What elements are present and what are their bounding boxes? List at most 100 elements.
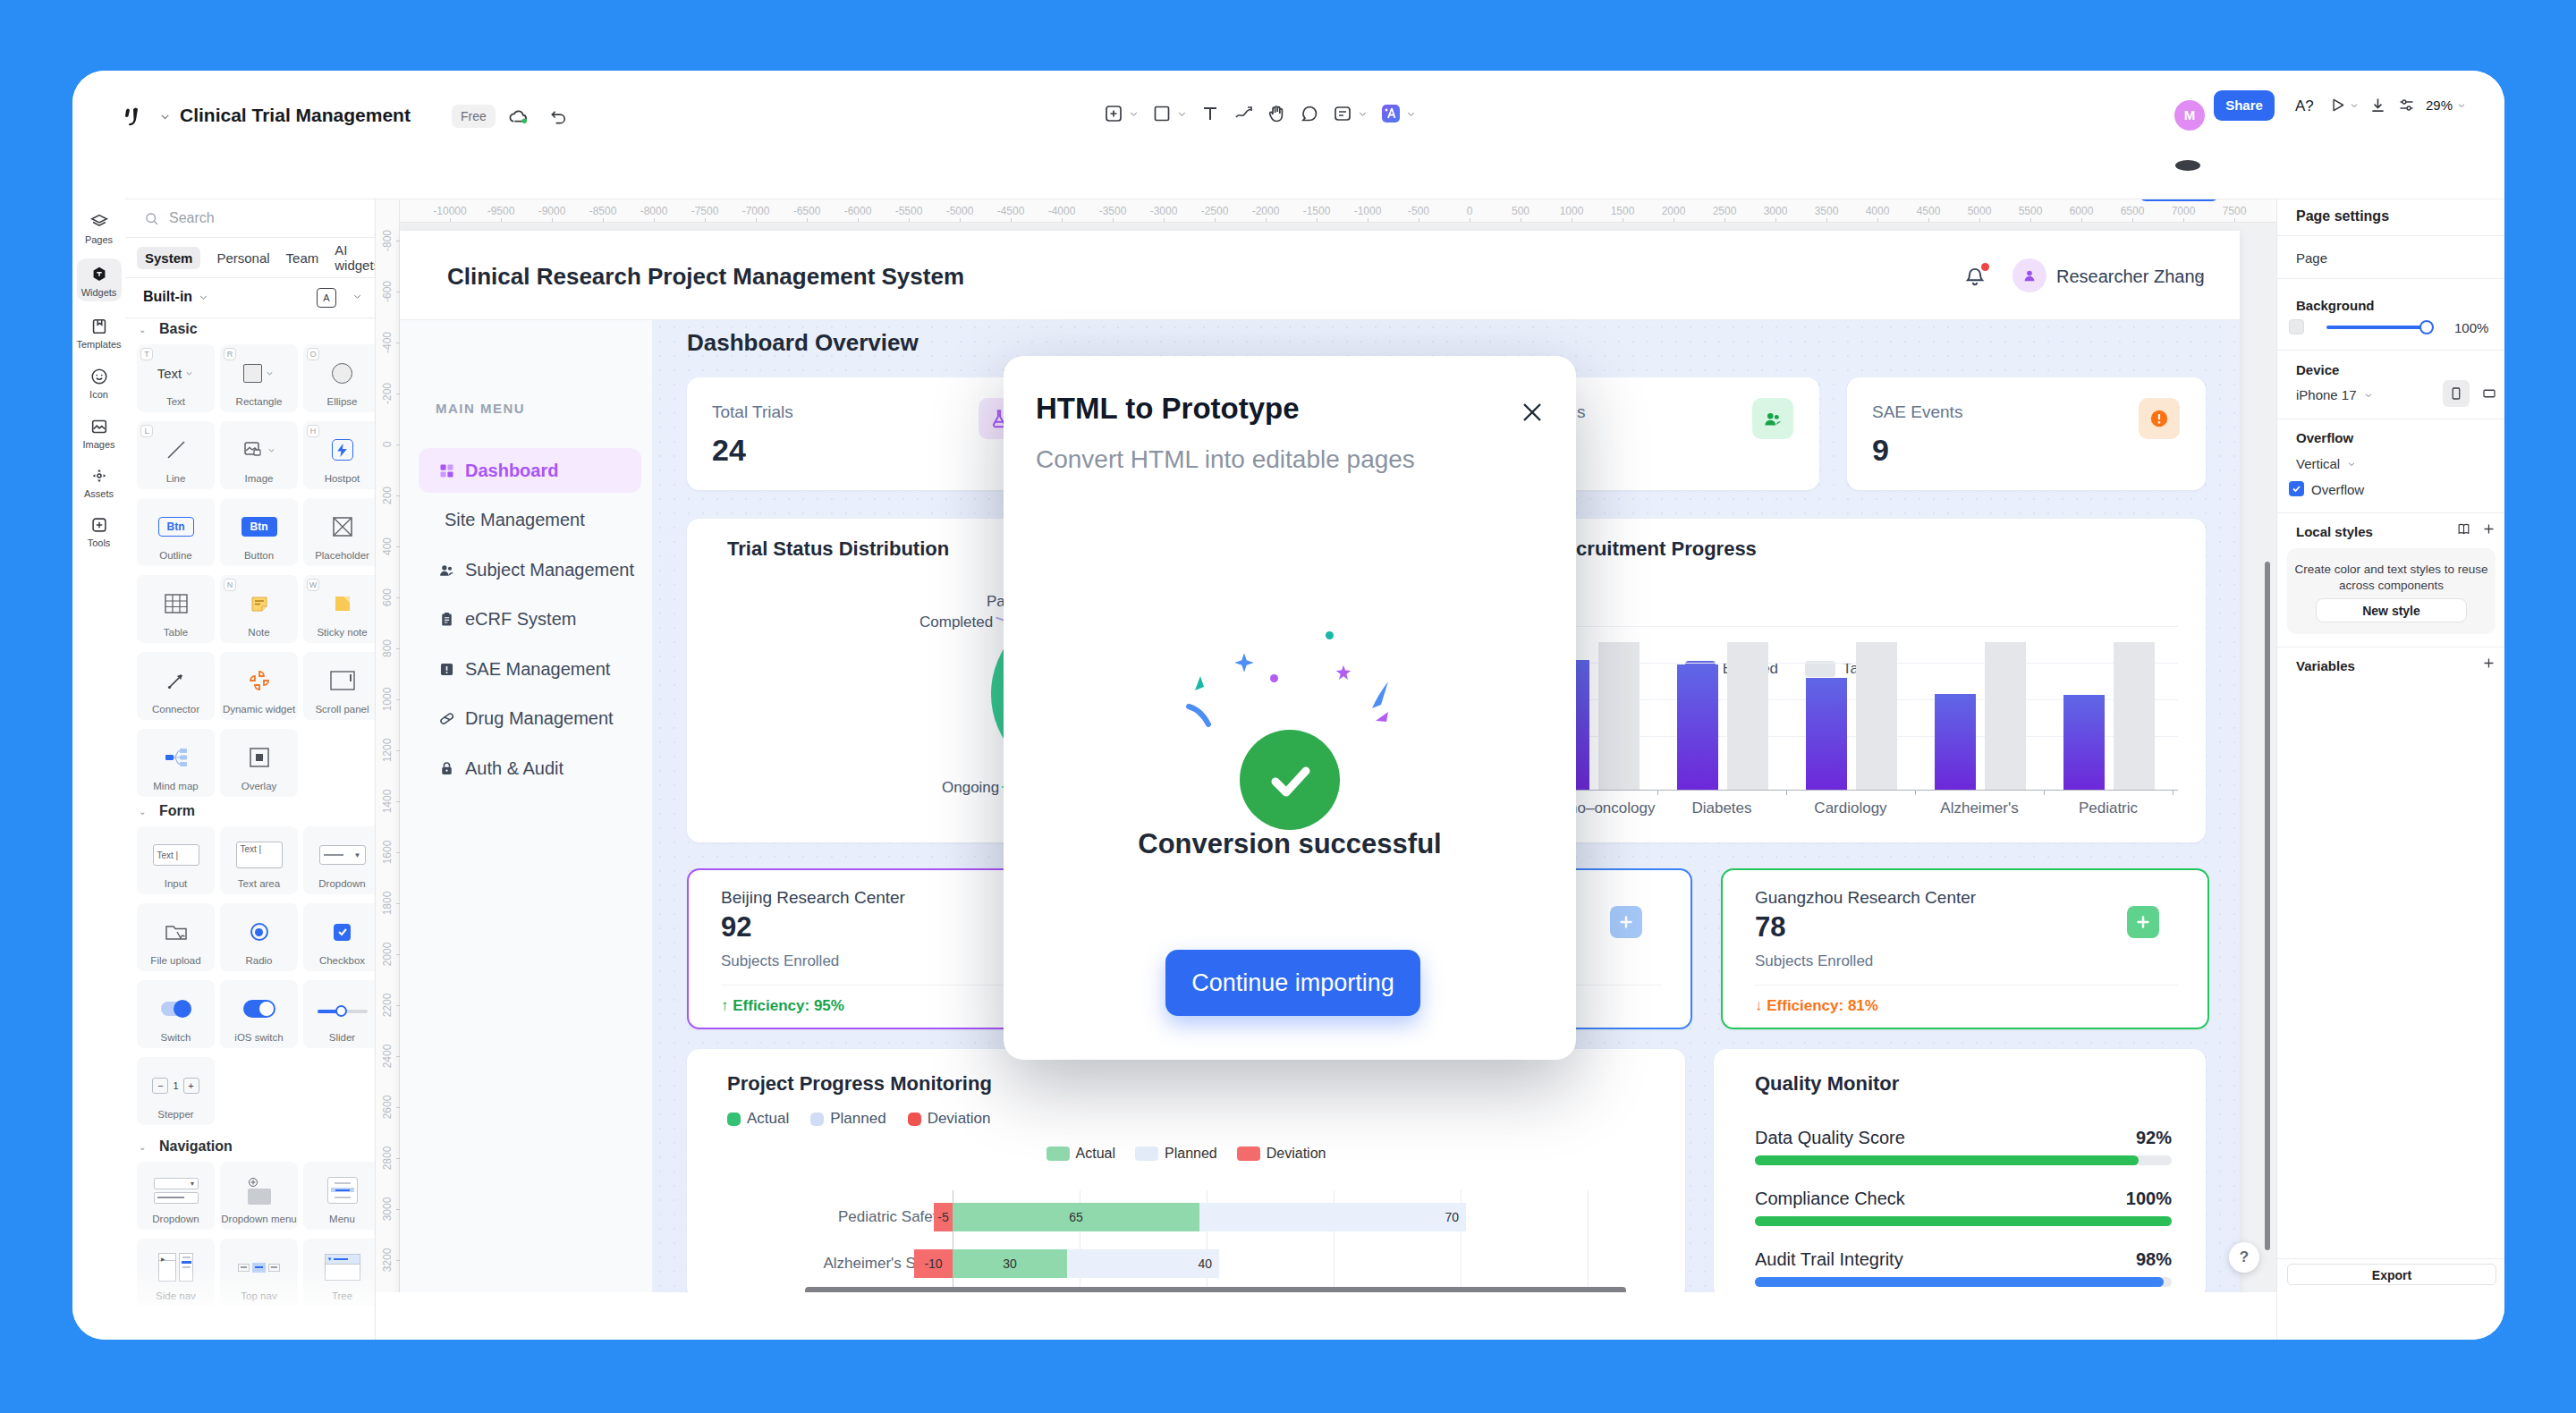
stat-card: SAE Events9 (1847, 377, 2206, 490)
widget-tile-note[interactable]: NNote (220, 575, 298, 643)
continue-importing-button[interactable]: Continue importing (1165, 950, 1420, 1016)
tile-label: Scroll panel (303, 704, 376, 715)
widget-tile-text[interactable]: TTextText (137, 344, 215, 412)
canvas-vscrollbar[interactable] (2265, 562, 2270, 1250)
widget-tile-text-area[interactable]: Text |Text area (220, 826, 298, 894)
hand-tool-icon[interactable] (1266, 103, 1287, 124)
note-tool-icon[interactable] (1332, 103, 1368, 124)
frame-tool-icon[interactable] (1103, 103, 1140, 124)
download-button[interactable] (2368, 96, 2387, 114)
background-color-swatch[interactable] (2289, 319, 2304, 334)
button-widget: Btn (220, 511, 298, 543)
widget-tile-radio[interactable]: Radio (220, 903, 298, 971)
canvas-hscrollbar[interactable] (805, 1287, 1626, 1292)
widget-tile-line[interactable]: LLine (137, 421, 215, 489)
logo-chevron-icon[interactable] (158, 110, 172, 123)
library-dropdown[interactable]: Built-in (143, 289, 209, 305)
styles-book-icon[interactable] (2456, 521, 2471, 537)
sidebar-item-pages[interactable]: Pages (72, 212, 125, 245)
overflow-mode-dropdown[interactable]: Vertical (2296, 456, 2357, 471)
tab-ai-widgets[interactable]: AI widgets (335, 242, 376, 273)
sidebar-item-widgets[interactable]: Widgets (72, 265, 125, 298)
widget-tile-overlay[interactable]: Overlay (220, 729, 298, 797)
variables-add-icon[interactable] (2481, 656, 2496, 671)
widget-tile-scroll-panel[interactable]: Scroll panel (303, 652, 376, 720)
tile-label: Dynamic widget (220, 704, 298, 715)
user-avatar[interactable]: M (2174, 100, 2205, 131)
landscape-icon[interactable] (2476, 380, 2503, 407)
recruit-bar-enrolled (1935, 694, 1976, 790)
device-dropdown[interactable]: iPhone 17 (2296, 387, 2374, 402)
sidebar-item-images[interactable]: Images (72, 417, 125, 450)
share-button[interactable]: Share (2214, 90, 2275, 121)
widget-tile-hostpot[interactable]: HHostpot (303, 421, 376, 489)
progress-legend-item: Actual (727, 1110, 789, 1128)
portrait-icon[interactable] (2443, 380, 2470, 407)
widget-tile-sticky-note[interactable]: WSticky note (303, 575, 376, 643)
widget-tile-dynamic-widget[interactable]: Dynamic widget (220, 652, 298, 720)
sidebar-item-assets[interactable]: Assets (72, 466, 125, 499)
widget-tile-stepper[interactable]: −1+Stepper (137, 1057, 215, 1125)
widget-tile-dropdown-menu[interactable]: Dropdown menu (220, 1162, 298, 1230)
document-title: Clinical Trial Management (180, 105, 411, 126)
preview-settings-button[interactable]: A? (2295, 97, 2314, 115)
widget-tile-switch[interactable]: Switch (137, 980, 215, 1048)
stat-card-label: Total Trials (712, 402, 793, 422)
section-chevron-icon[interactable]: ⌄ (139, 807, 146, 816)
tile-label: Text (137, 396, 215, 407)
widget-tile-tree[interactable]: ▼Tree (303, 1239, 376, 1307)
widget-tile-top-nav[interactable]: Top nav (220, 1239, 298, 1307)
widget-tile-rectangle[interactable]: RRectangle (220, 344, 298, 412)
overflow-checkbox[interactable] (2289, 481, 2304, 496)
cloud-sync-icon[interactable] (507, 106, 530, 128)
shape-tool-icon[interactable] (1151, 103, 1188, 124)
section-chevron-icon[interactable]: ⌄ (139, 325, 146, 334)
tab-personal[interactable]: Personal (216, 250, 269, 266)
widget-tile-slider[interactable]: Slider (303, 980, 376, 1048)
section-chevron-icon[interactable]: ⌄ (139, 1142, 146, 1152)
new-style-button[interactable]: New style (2316, 598, 2467, 622)
widget-tile-side-nav[interactable]: ▶Side nav (137, 1239, 215, 1307)
settings-mixer-button[interactable] (2397, 96, 2416, 114)
tab-system[interactable]: System (137, 247, 200, 269)
styles-add-icon[interactable] (2481, 521, 2496, 537)
export-button[interactable]: Export (2287, 1264, 2496, 1285)
widget-tile-dropdown[interactable]: ▼Dropdown (303, 826, 376, 894)
nav-dropdown-widget: ▼ (137, 1174, 215, 1206)
center-trend: ↑ Efficiency: 95% (721, 997, 844, 1015)
widget-tile-button[interactable]: BtnButton (220, 498, 298, 566)
widget-tile-table[interactable]: Table (137, 575, 215, 643)
pen-tool-icon[interactable] (1233, 103, 1254, 124)
widget-tile-ios-switch[interactable]: iOS switch (220, 980, 298, 1048)
library-expand-icon[interactable] (352, 291, 363, 302)
text-tool-icon[interactable] (1199, 103, 1221, 124)
widget-tile-ellipse[interactable]: OEllipse (303, 344, 376, 412)
widget-tile-dropdown[interactable]: ▼Dropdown (137, 1162, 215, 1230)
widget-tile-checkbox[interactable]: Checkbox (303, 903, 376, 971)
sidebar-item-tools[interactable]: Tools (72, 515, 125, 548)
play-button[interactable] (2328, 96, 2360, 114)
help-button[interactable]: ? (2229, 1242, 2259, 1273)
ai-tool-icon[interactable] (1380, 103, 1417, 124)
widget-tile-placeholder[interactable]: Placeholder (303, 498, 376, 566)
widget-tile-image[interactable]: Image (220, 421, 298, 489)
comment-tool-icon[interactable] (1299, 103, 1320, 124)
style-icon[interactable]: A (317, 288, 336, 308)
tab-team[interactable]: Team (286, 250, 319, 266)
sidebar-item-templates[interactable]: Templates (72, 317, 125, 350)
slider-knob[interactable] (2419, 320, 2434, 334)
app-logo[interactable] (119, 99, 155, 135)
sidebar-item-icon[interactable]: Icon (72, 367, 125, 400)
tile-label: Rectangle (220, 396, 298, 407)
widget-tile-file-upload[interactable]: File upload (137, 903, 215, 971)
undo-icon[interactable] (548, 106, 569, 127)
widget-tile-menu[interactable]: Menu (303, 1162, 376, 1230)
widget-tile-connector[interactable]: Connector (137, 652, 215, 720)
background-opacity-slider[interactable] (2326, 326, 2429, 329)
widget-tile-outline[interactable]: BtnOutline (137, 498, 215, 566)
file-upload-widget (137, 916, 215, 948)
widget-tile-input[interactable]: Text |Input (137, 826, 215, 894)
widget-search[interactable]: Search (125, 199, 376, 238)
zoom-level-dropdown[interactable]: 29% (2426, 97, 2467, 113)
widget-tile-mind-map[interactable]: Mind map (137, 729, 215, 797)
